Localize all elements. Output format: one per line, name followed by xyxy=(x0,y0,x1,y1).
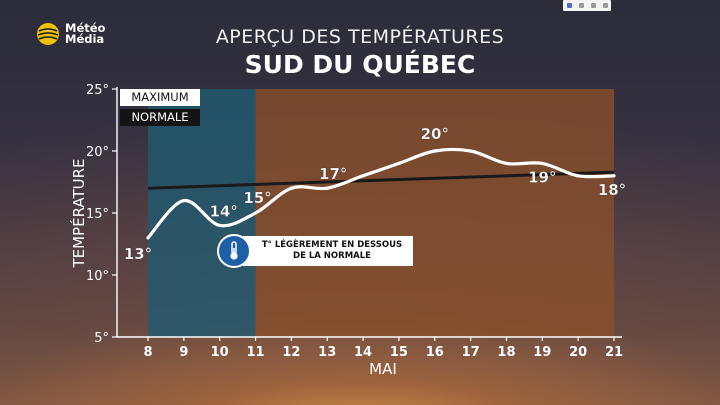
y-tick-label: 15° xyxy=(86,207,109,222)
y-tick-label: 25° xyxy=(86,83,109,98)
x-tick-label: 12 xyxy=(282,345,300,360)
x-tick-label: 19 xyxy=(533,345,551,360)
x-tick-label: 15 xyxy=(390,345,408,360)
maximum-series-line xyxy=(146,147,616,240)
data-label: 14° xyxy=(210,202,238,220)
x-tick-label: 8 xyxy=(143,345,152,360)
maximum-point xyxy=(253,211,258,215)
y-tick-label: 20° xyxy=(86,145,109,160)
chart-title: APERÇU DES TEMPÉRATURES xyxy=(215,26,505,48)
data-label: 17° xyxy=(319,165,347,183)
maximum-point xyxy=(469,149,473,153)
maximum-point xyxy=(504,161,509,165)
maximum-point xyxy=(397,161,401,165)
logo-line2: Média xyxy=(65,32,105,46)
maximum-point xyxy=(540,161,544,165)
x-tick-label: 14 xyxy=(354,345,372,360)
x-tick-label: 18 xyxy=(497,345,515,360)
x-tick-label: 17 xyxy=(462,345,480,360)
globe-icon xyxy=(37,23,59,45)
x-tick-label: 20 xyxy=(569,345,587,360)
x-tick-label: 11 xyxy=(246,345,264,360)
app-icon[interactable] xyxy=(566,3,572,8)
callout-line2: DE LA NORMALE xyxy=(293,251,371,261)
maximum-point xyxy=(182,199,186,203)
x-tick-label: 21 xyxy=(605,345,623,360)
logo-line1: Météo xyxy=(65,21,106,35)
temperature-callout: T° LÉGÈREMENT EN DESSOUS DE LA NORMALE xyxy=(217,234,413,268)
x-axis-label: MAI xyxy=(369,360,397,378)
maximum-point xyxy=(218,223,222,227)
maximum-point xyxy=(433,149,437,153)
chart-subtitle: SUD DU QUÉBEC xyxy=(244,50,476,79)
maximum-point xyxy=(576,174,580,178)
normal-series-line xyxy=(147,170,615,190)
y-tick-label: 10° xyxy=(86,269,109,284)
callout-line1: T° LÉGÈREMENT EN DESSOUS xyxy=(261,240,403,250)
data-label: 20° xyxy=(421,125,449,143)
window-controls[interactable] xyxy=(563,0,611,11)
x-tick-label: 13 xyxy=(318,345,336,360)
x-tick-label: 16 xyxy=(426,345,444,360)
shaded-period-2 xyxy=(255,89,615,337)
data-label: 18° xyxy=(598,181,626,199)
maximum-point xyxy=(612,174,616,178)
minimize-icon[interactable] xyxy=(578,3,584,8)
data-label: 13° xyxy=(124,245,152,263)
meteomedia-logo: Météo Média xyxy=(36,22,105,46)
restore-icon[interactable] xyxy=(590,3,596,8)
maximum-point xyxy=(146,236,150,240)
data-label: 19° xyxy=(528,168,556,186)
data-label: 15° xyxy=(243,189,271,207)
y-axis-label: TEMPÉRATURE xyxy=(69,158,88,268)
close-icon[interactable] xyxy=(602,3,608,8)
y-tick-label: 5° xyxy=(94,331,109,346)
x-tick-label: 10 xyxy=(211,345,229,360)
maximum-point xyxy=(289,186,293,190)
thermometer-icon xyxy=(217,234,251,268)
legend-maximum: MAXIMUM xyxy=(120,89,200,106)
maximum-point xyxy=(325,186,329,190)
x-tick-label: 9 xyxy=(179,345,188,360)
callout-text: T° LÉGÈREMENT EN DESSOUS DE LA NORMALE xyxy=(243,236,413,266)
maximum-point xyxy=(361,174,365,178)
legend-normal: NORMALE xyxy=(120,109,200,126)
